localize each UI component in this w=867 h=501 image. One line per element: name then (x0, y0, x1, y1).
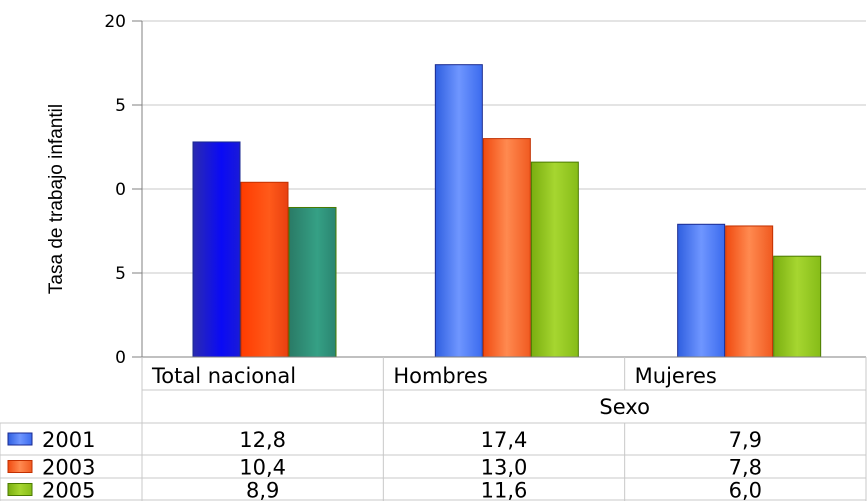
y-tick-label: 0 (115, 348, 126, 368)
table-cell-value: 12,8 (239, 428, 286, 452)
y-tick-label: 5 (115, 96, 126, 116)
table-cell-value: 8,9 (246, 479, 279, 501)
bar-2003-mujeres (725, 225, 774, 358)
legend-label-2001: 2001 (42, 428, 95, 452)
table-cell-value: 6,0 (729, 479, 762, 501)
y-tick-label: 20 (104, 12, 126, 32)
y-tick-label: 5 (115, 264, 126, 284)
legend-swatch-2001 (7, 432, 33, 446)
bar-2001-hombres (434, 64, 483, 358)
legend-label-2003: 2003 (42, 456, 95, 480)
table-cell-value: 11,6 (481, 479, 528, 501)
bar-2001-mujeres (677, 223, 726, 358)
y-tick-label: 0 (115, 180, 126, 200)
x-category-label: Total nacional (151, 364, 296, 388)
bar-2005-hombres (530, 161, 579, 358)
bar-2005-total-nacional (288, 206, 337, 358)
legend-label-2005: 2005 (42, 479, 95, 501)
x-axis-label: Sexo (599, 395, 650, 419)
table-cell-value: 13,0 (481, 456, 528, 480)
bar-2005-mujeres (773, 255, 822, 358)
legend-swatch-2005 (7, 483, 33, 496)
bar-2003-total-nacional (240, 181, 289, 358)
bar-2001-total-nacional (192, 141, 241, 358)
y-axis-label: Tasa de trabajo infantil (46, 104, 67, 294)
bar-2003-hombres (482, 138, 531, 358)
table-cell-value: 7,8 (729, 456, 762, 480)
x-category-label: Hombres (393, 364, 487, 388)
table-cell-value: 7,9 (729, 428, 762, 452)
legend-swatch-2003 (7, 460, 33, 473)
x-category-label: Mujeres (635, 364, 717, 388)
table-cell-value: 17,4 (481, 428, 528, 452)
table-cell-value: 10,4 (239, 456, 286, 480)
